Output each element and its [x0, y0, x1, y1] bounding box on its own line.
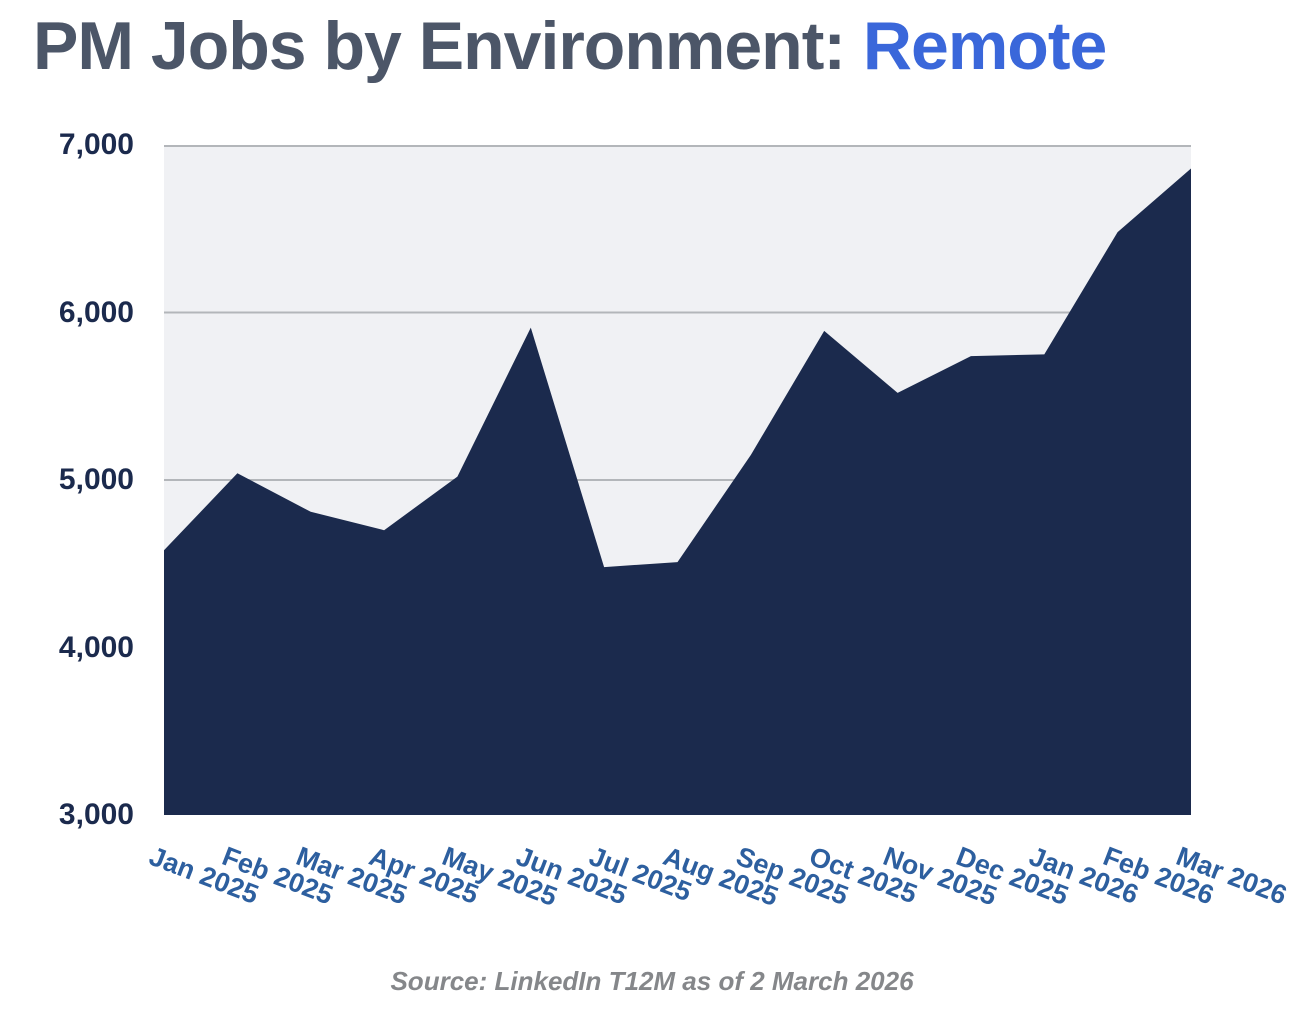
- source-note: Source: LinkedIn T12M as of 2 March 2026: [390, 966, 914, 996]
- area-chart-svg: [164, 145, 1191, 815]
- y-axis-label: 3,000: [58, 798, 134, 831]
- page-title-text: PM Jobs by Environment:: [33, 8, 863, 84]
- y-axis-label: 6,000: [58, 295, 134, 329]
- page-title-highlight: Remote: [862, 8, 1107, 84]
- y-axis-label: 7,000: [58, 128, 134, 161]
- y-axis-label: 5,000: [58, 463, 134, 496]
- y-axis-label: 4,000: [58, 630, 134, 664]
- area-series: [164, 168, 1191, 815]
- plot-area: [164, 145, 1191, 815]
- page-title: PM Jobs by Environment: Remote: [33, 2, 1107, 90]
